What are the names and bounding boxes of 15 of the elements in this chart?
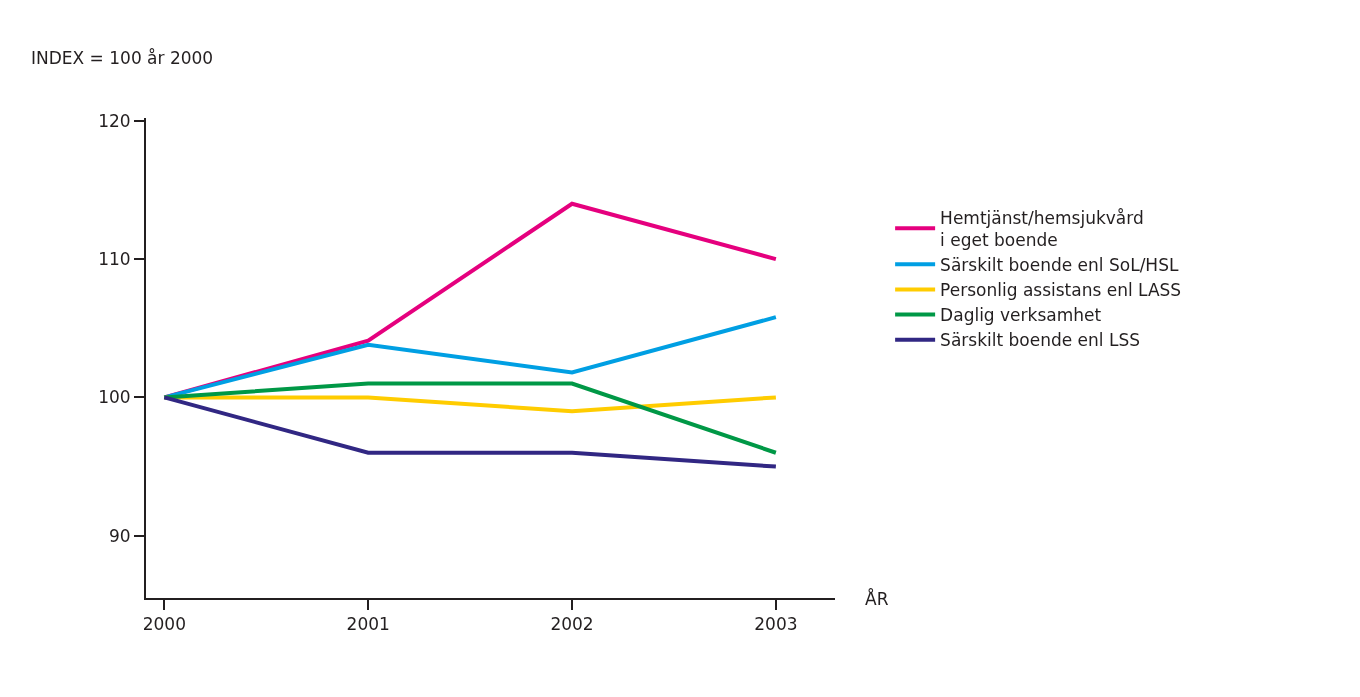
x-tick-label: 2000 xyxy=(142,614,186,635)
legend-label: Särskilt boende enl LSS xyxy=(940,330,1141,351)
y-tick-label: 110 xyxy=(98,249,131,270)
legend-label: Hemtjänst/hemsjukvård i eget boende xyxy=(940,207,1144,250)
x-tick-label: 2002 xyxy=(550,614,594,635)
legend-label: Personlig assistans enl LASS xyxy=(940,280,1182,301)
x-tick-label: 2003 xyxy=(754,614,798,635)
y-tick-label: 100 xyxy=(98,387,131,408)
y-axis-title: INDEX = 100 år 2000 xyxy=(31,48,214,68)
x-axis-title: ÅR xyxy=(865,588,889,609)
legend-label: Daglig verksamhet xyxy=(940,305,1102,326)
legend-label: Särskilt boende enl SoL/HSL xyxy=(940,254,1179,275)
y-tick-label: 90 xyxy=(108,525,131,546)
x-tick-label: 2001 xyxy=(346,614,390,635)
y-tick-label: 120 xyxy=(98,110,131,131)
